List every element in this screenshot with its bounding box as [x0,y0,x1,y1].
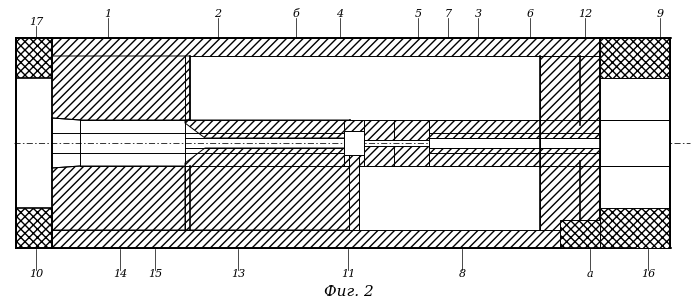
Bar [600,38,670,78]
Text: 12: 12 [578,9,592,19]
Text: 9: 9 [656,9,663,19]
Bar [429,138,540,166]
Text: 15: 15 [148,269,162,279]
Text: 8: 8 [459,269,466,279]
Text: 17: 17 [29,17,43,27]
Polygon shape [185,120,350,138]
Text: 5: 5 [415,9,421,19]
Bar [52,230,635,248]
Bar [429,120,540,148]
Polygon shape [185,148,350,230]
Bar [344,131,364,155]
Bar [364,120,429,140]
Text: 13: 13 [231,269,245,279]
Bar [600,120,670,166]
Text: 10: 10 [29,269,43,279]
Bar [540,138,600,148]
Bar [600,38,670,248]
Bar [52,38,635,56]
Bar [540,56,600,230]
Bar [600,208,670,248]
Text: 11: 11 [341,269,355,279]
Bar [560,220,600,248]
Bar [16,208,52,248]
Text: б: б [293,9,299,19]
Text: 6: 6 [526,9,533,19]
Bar [429,138,540,148]
Polygon shape [52,166,190,230]
Text: 14: 14 [113,269,127,279]
Text: 2: 2 [215,9,222,19]
Bar [16,38,52,78]
Bar [16,38,52,248]
Text: 1: 1 [104,9,112,19]
Bar [349,155,359,230]
Bar [364,146,429,166]
Text: 3: 3 [475,9,482,19]
Bar [344,120,364,166]
Text: 4: 4 [336,9,344,19]
Text: а: а [586,269,593,279]
Polygon shape [52,56,190,120]
Text: 16: 16 [641,269,655,279]
Text: 7: 7 [445,9,452,19]
Text: Фиг. 2: Фиг. 2 [324,285,374,299]
